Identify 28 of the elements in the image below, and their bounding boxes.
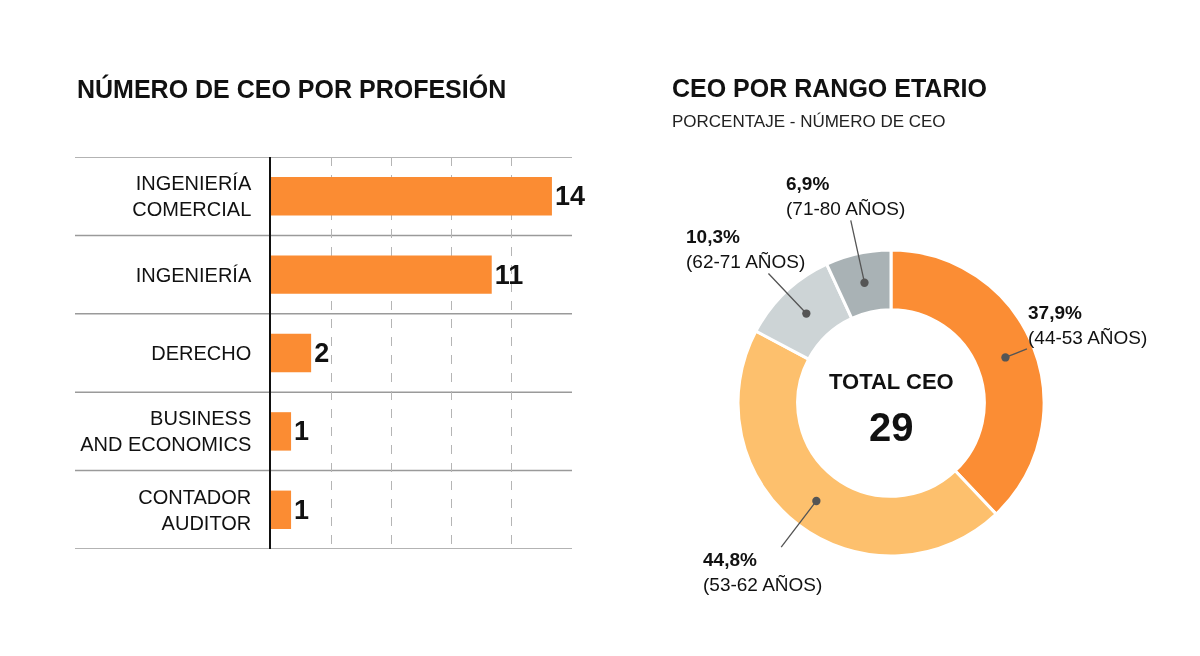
data-label: 1 [294, 494, 310, 525]
bar [271, 490, 292, 530]
slice-label: (71-80 AÑOS) [786, 197, 906, 219]
y-tick-label: CONTADOR AUDITOR [138, 485, 252, 534]
y-tick-label: DERECHO [151, 342, 252, 364]
text: TOTAL CEO [829, 369, 954, 394]
bar [271, 255, 492, 294]
y-tick-label: INGENIERÍA COMERCIAL [132, 172, 252, 221]
data-label: 14 [554, 181, 585, 212]
data-label: 10,3% [686, 226, 740, 247]
slice-label: (53-62 AÑOS) [703, 573, 823, 595]
bar [271, 412, 292, 451]
y-tick-label: BUSINESS AND ECONOMICS [80, 407, 252, 456]
y-tick-label: INGENIERÍA [135, 263, 252, 286]
text: 29 [869, 405, 914, 449]
slice-label: (62-71 AÑOS) [686, 250, 806, 272]
chart-title: NÚMERO DE CEO POR PROFESIÓN [77, 74, 507, 103]
chart-title: CEO POR RANGO ETARIO [672, 74, 987, 102]
slice-label: (44-53 AÑOS) [1028, 326, 1148, 348]
chart-subtitle: PORCENTAJE - NÚMERO DE CEO [672, 112, 946, 131]
data-label: 37,9% [1028, 302, 1082, 323]
data-label: 2 [314, 338, 330, 368]
data-label: 1 [294, 416, 310, 447]
data-label: 44,8% [703, 549, 757, 570]
data-label: 11 [494, 259, 524, 290]
data-label: 6,9% [786, 173, 830, 194]
bar [271, 333, 312, 373]
bar [271, 176, 552, 216]
